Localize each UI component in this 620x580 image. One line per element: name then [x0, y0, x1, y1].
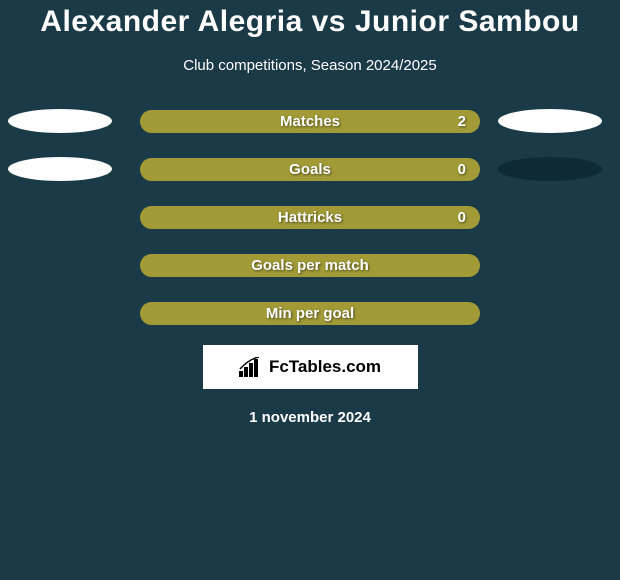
comparison-subtitle: Club competitions, Season 2024/2025	[183, 57, 437, 74]
stat-row: Goals per match	[0, 253, 620, 277]
right-ellipse	[498, 109, 602, 133]
chart-bars-icon	[239, 357, 263, 377]
stat-bar: Goals 0	[140, 158, 480, 181]
date-text: 1 november 2024	[249, 409, 371, 426]
stat-value: 0	[458, 209, 466, 226]
stat-label: Goals	[289, 161, 331, 178]
watermark-text: FcTables.com	[269, 357, 381, 377]
stat-bar: Min per goal	[140, 302, 480, 325]
stat-label: Min per goal	[266, 305, 354, 322]
left-ellipse	[8, 109, 112, 133]
stat-value: 2	[458, 113, 466, 130]
stat-row: Hattricks 0	[0, 205, 620, 229]
stat-label: Matches	[280, 113, 340, 130]
stat-bar: Goals per match	[140, 254, 480, 277]
stat-row: Goals 0	[0, 157, 620, 181]
watermark: FcTables.com	[203, 345, 418, 389]
chart-area: Matches 2 Goals 0 Hattricks 0 Goals per match M…	[0, 109, 620, 325]
stat-label: Goals per match	[251, 257, 369, 274]
stat-value: 0	[458, 161, 466, 178]
stat-bar: Matches 2	[140, 110, 480, 133]
left-ellipse	[8, 157, 112, 181]
comparison-container: Alexander Alegria vs Junior Sambou Club …	[0, 0, 620, 580]
stat-bar: Hattricks 0	[140, 206, 480, 229]
right-ellipse	[498, 157, 602, 181]
stat-row: Matches 2	[0, 109, 620, 133]
stat-row: Min per goal	[0, 301, 620, 325]
comparison-title: Alexander Alegria vs Junior Sambou	[40, 5, 579, 39]
stat-label: Hattricks	[278, 209, 342, 226]
